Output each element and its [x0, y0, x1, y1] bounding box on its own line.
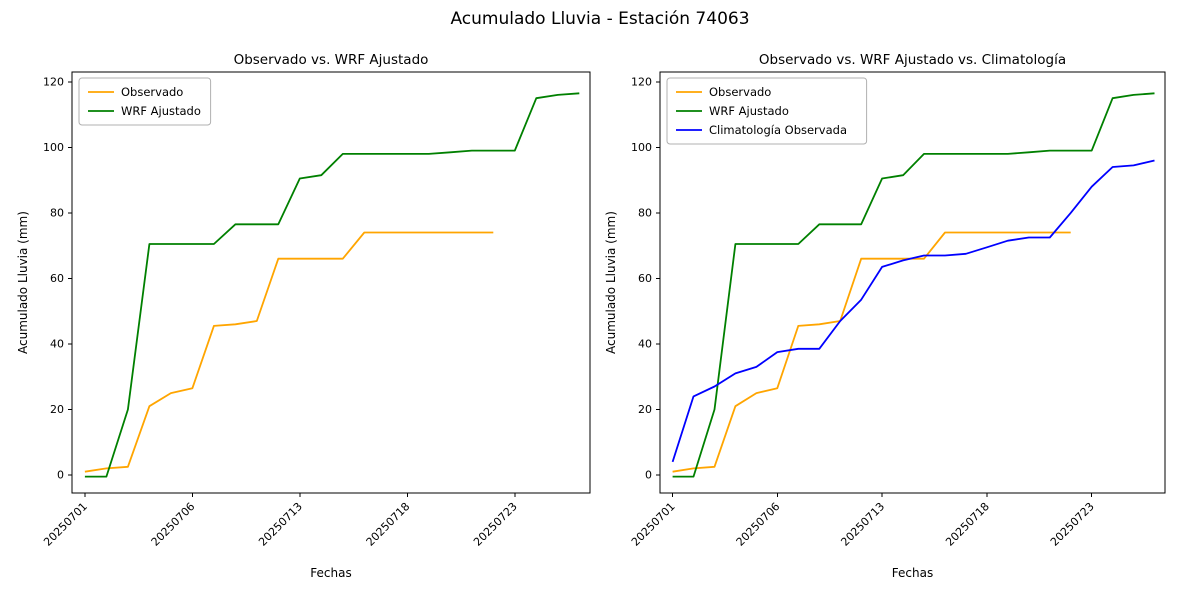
y-tick-label: 40 [638, 337, 652, 350]
x-tick-label: 20250701 [41, 500, 90, 549]
legend-box [78, 77, 212, 126]
y-tick-label: 20 [50, 403, 64, 416]
legend-label-observado: Observado [709, 85, 771, 99]
y-tick-label: 120 [43, 75, 64, 88]
right-plot-canvas: 0 20 40 60 80 100 120 20250701 20250706 20250713 2… [629, 71, 1166, 549]
y-tick-label: 20 [638, 403, 652, 416]
y-tick-label: 80 [50, 206, 64, 219]
legend-label-wrf-ajustado: WRF Ajustado [121, 104, 201, 118]
left-plot-canvas: 0 20 40 60 80 100 120 20250701 20250706 20250713 2… [41, 71, 591, 549]
x-tick-label: 20250713 [838, 500, 887, 549]
legend-label-observado: Observado [121, 85, 183, 99]
legend-label-wrf-ajustado: WRF Ajustado [709, 104, 789, 118]
y-tick-label: 40 [50, 337, 64, 350]
axes-frame [659, 71, 1166, 494]
y-tick-label: 60 [638, 272, 652, 285]
x-tick-label: 20250718 [943, 500, 992, 549]
series-line-wrf-ajustado [84, 92, 580, 478]
left-plot-title: Observado vs. WRF Ajustado [233, 52, 429, 68]
y-tick-label: 80 [638, 206, 652, 219]
right-plot-title: Observado vs. WRF Ajustado vs. Climatolo… [758, 52, 1067, 68]
y-tick-label: 120 [631, 75, 652, 88]
series-line-climatología-observada [671, 159, 1155, 463]
x-tick-label: 20250723 [471, 500, 520, 549]
series-line-observado [84, 231, 494, 473]
x-tick-label: 20250723 [1048, 500, 1097, 549]
y-tick-label: 0 [57, 469, 64, 482]
series-line-wrf-ajustado [672, 92, 1155, 478]
y-tick-label: 100 [43, 141, 64, 154]
y-tick-label: 60 [50, 272, 64, 285]
x-tick-label: 20250701 [629, 500, 678, 549]
y-tick-label: 0 [645, 469, 652, 482]
series-line-observado [672, 231, 1071, 473]
x-tick-label: 20250706 [149, 500, 198, 549]
axes-frame [71, 71, 591, 494]
right-x-axis-label: Fechas [891, 566, 934, 580]
legend-label-climatología-observada: Climatología Observada [709, 123, 847, 137]
figure-title: Acumulado Lluvia - Estación 74063 [450, 9, 750, 29]
x-tick-label: 20250713 [256, 500, 305, 549]
left-x-axis-label: Fechas [310, 566, 352, 580]
legend-box [666, 77, 868, 145]
y-tick-label: 100 [631, 141, 652, 154]
x-tick-label: 20250706 [734, 500, 783, 549]
x-tick-label: 20250718 [364, 500, 413, 549]
